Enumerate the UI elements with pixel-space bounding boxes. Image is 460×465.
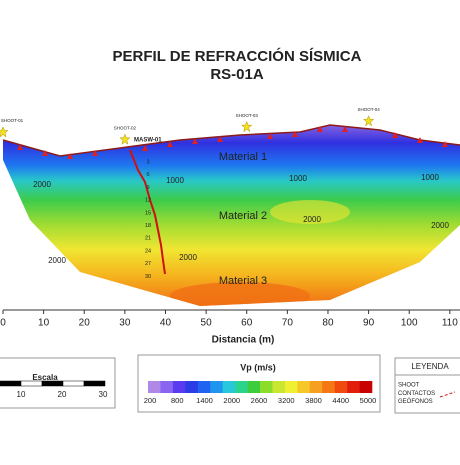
colorbar-tick-label: 1400: [196, 396, 213, 405]
colorbar-swatch: [322, 381, 335, 393]
colorbar-tick-label: 2000: [223, 396, 240, 405]
colorbar-swatch: [347, 381, 360, 393]
material-label: Material 3: [219, 275, 267, 287]
contour-label: 1000: [421, 173, 439, 182]
chart-subtitle: RS-01A: [210, 66, 264, 83]
legend-title: LEYENDA: [411, 362, 449, 371]
masw-depth-label: 9: [146, 185, 149, 191]
colorbar-swatch: [210, 381, 223, 393]
colorbar-swatch: [260, 381, 273, 393]
colorbar-tick-label: 2600: [251, 396, 268, 405]
x-tick-label: 0: [0, 318, 6, 329]
scale-title: Escala: [32, 373, 58, 382]
masw-depth-label: 24: [145, 248, 151, 254]
colorbar-swatch: [172, 381, 186, 393]
scale-segment: [62, 380, 85, 387]
legend-item: SHOOT: [398, 383, 420, 389]
colorbar-swatch: [284, 381, 298, 393]
colorbar-title: Vp (m/s): [240, 362, 276, 372]
colorbar-swatch: [272, 381, 286, 393]
shot-star: [119, 133, 131, 146]
shot-label: SHOOT-02: [114, 126, 137, 131]
colorbar-box: [137, 354, 381, 413]
colorbar-tick-label: 3800: [305, 396, 322, 405]
masw-depth-label: 27: [145, 261, 151, 267]
scale-segment: [0, 380, 22, 387]
shot-label: SHOOT-04: [357, 107, 380, 112]
x-tick-label: 90: [363, 318, 375, 329]
colorbar-swatch: [309, 381, 323, 393]
colorbar-swatch: [185, 381, 199, 393]
scale-tick-label: 20: [58, 390, 67, 399]
scale-box: [0, 357, 116, 409]
x-tick-label: 40: [160, 318, 172, 329]
x-tick-label: 10: [38, 318, 50, 329]
scale-segment: [83, 380, 106, 387]
colorbar-swatch: [197, 381, 211, 393]
colorbar-tick-label: 5000: [360, 396, 377, 405]
colorbar-swatch: [247, 381, 261, 393]
x-tick-label: 80: [322, 318, 334, 329]
x-axis-title: Distancia (m): [212, 335, 275, 346]
colorbar-swatch: [235, 381, 248, 393]
colorbar-tick-label: 800: [171, 396, 184, 405]
contour-label: 2000: [431, 221, 449, 230]
contour-label: 2000: [33, 180, 51, 189]
legend-box: [394, 357, 460, 414]
masw-depth-label: 12: [145, 198, 151, 204]
scale-tick-label: 10: [17, 390, 26, 399]
contour-label: 2000: [179, 253, 197, 262]
masw-depth-label: 3: [146, 159, 149, 165]
x-tick-label: 100: [401, 318, 418, 329]
shot-star: [0, 126, 9, 138]
colorbar-tick-label: 4400: [332, 396, 349, 405]
x-tick-label: 30: [119, 318, 131, 329]
contour-label: 1000: [289, 174, 307, 183]
colorbar-swatch: [359, 381, 373, 393]
material-label: Material 2: [219, 210, 267, 222]
x-tick-label: 110: [442, 318, 458, 329]
masw-depth-label: 18: [145, 223, 151, 229]
colorbar-swatch: [334, 381, 348, 393]
contour-label: 1000: [166, 176, 184, 185]
chart-title: PERFIL DE REFRACCIÓN SÍSMICA: [113, 47, 362, 65]
legend-item: CONTACTOS GEÓFONOS: [398, 391, 435, 405]
scale-tick-label: 30: [99, 390, 108, 399]
scale-segment: [41, 380, 64, 387]
masw-line: [129, 149, 166, 275]
shot-star: [241, 121, 253, 133]
colorbar-tick-label: 200: [144, 396, 157, 405]
legend-symbol: [439, 391, 456, 398]
x-tick-label: 50: [201, 318, 213, 329]
masw-depth-label: 21: [145, 236, 151, 242]
masw-depth-label: 30: [145, 274, 151, 280]
contour-label: 2000: [48, 256, 66, 265]
x-tick-label: 20: [79, 318, 91, 329]
masw-depth-label: 15: [145, 210, 151, 216]
colorbar-swatch: [297, 381, 311, 393]
colorbar-swatch: [160, 381, 174, 393]
masw-depth-label: 6: [146, 172, 149, 178]
scale-segment: [20, 380, 43, 387]
contour-label: 2000: [303, 215, 321, 224]
colorbar-swatch: [222, 381, 236, 393]
shot-label: SHOOT-01: [1, 118, 24, 123]
x-tick-label: 70: [282, 318, 294, 329]
shot-star: [362, 115, 375, 127]
x-tick-label: 60: [241, 318, 253, 329]
colorbar-swatch: [148, 381, 161, 393]
masw-label: MASW-01: [134, 138, 162, 144]
material-label: Material 1: [219, 151, 267, 163]
colorbar-tick-label: 3200: [278, 396, 295, 405]
shot-label: SHOOT-03: [236, 113, 259, 118]
